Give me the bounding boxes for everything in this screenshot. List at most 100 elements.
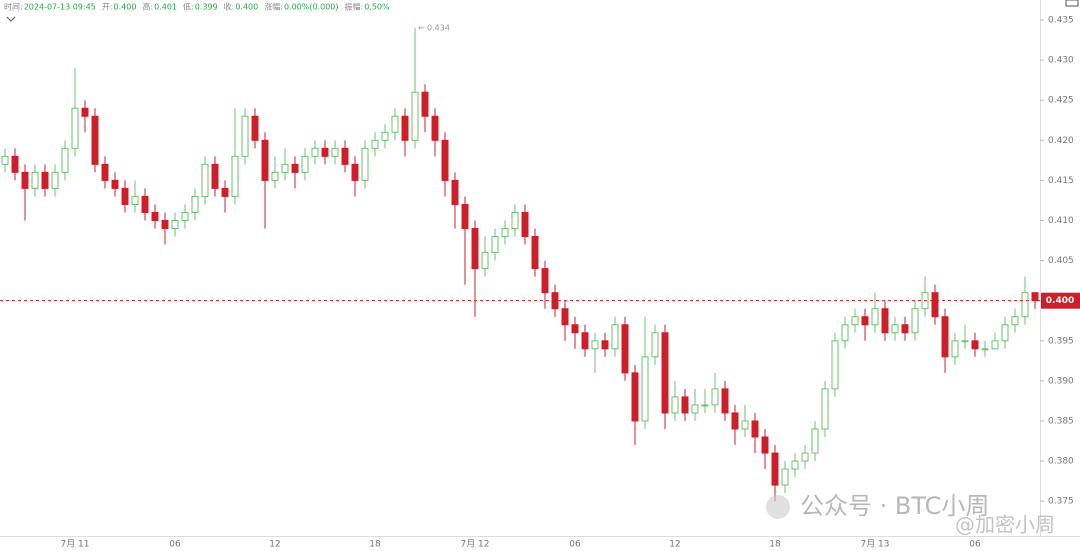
candle-body	[881, 308, 889, 334]
header-label: 高:	[142, 2, 153, 12]
candle-body	[601, 340, 609, 350]
candle-body	[51, 171, 59, 189]
candle-body	[791, 460, 799, 470]
candle-body	[721, 388, 729, 414]
candle-body	[201, 163, 209, 197]
y-tick-label: 0.410	[1048, 216, 1074, 226]
y-tick-label: 0.390	[1048, 376, 1074, 386]
candle-body	[431, 115, 439, 141]
candle-body	[751, 420, 759, 438]
candle-body	[1011, 316, 1019, 326]
candle-body	[451, 179, 459, 205]
candle-body	[391, 115, 399, 133]
candle-body	[231, 155, 239, 197]
candle-body	[11, 155, 19, 173]
candle-body	[641, 356, 649, 422]
collapse-icon[interactable]	[6, 16, 16, 22]
candle-body	[711, 388, 719, 406]
candle-body	[651, 332, 659, 358]
candle-body	[321, 147, 329, 157]
candle-body	[41, 171, 49, 189]
header-value: 0.50%	[364, 3, 390, 12]
header-value: 0.400	[235, 3, 258, 12]
candle-body	[251, 115, 259, 141]
x-tick-label: 12	[669, 540, 680, 550]
x-tick-label: 18	[769, 540, 781, 550]
candle-body	[1001, 324, 1009, 342]
candle-body	[841, 324, 849, 342]
candle-body	[1, 155, 9, 165]
candle-body	[501, 228, 509, 238]
candle-body	[271, 171, 279, 181]
corner-icon[interactable]	[1065, 0, 1079, 7]
candle-body	[691, 404, 699, 414]
y-tick-label: 0.430	[1048, 56, 1074, 66]
x-tick-label: 06	[169, 540, 181, 550]
candle-body	[961, 340, 969, 343]
candle-body	[131, 195, 139, 205]
y-tick-label: 0.420	[1048, 136, 1074, 146]
candle-body	[341, 147, 349, 165]
candle-body	[481, 252, 489, 270]
candle-body	[461, 203, 469, 230]
y-tick-label: 0.380	[1048, 457, 1074, 467]
high-marker-arrow: ←	[418, 24, 425, 33]
candle-body	[371, 139, 379, 149]
candle-body	[91, 115, 99, 165]
candle-body	[241, 115, 249, 157]
header: 时间: 2024-07-13 09:45 开: 0.400 高: 0.401 低: 0.399…	[4, 2, 390, 12]
candle-body	[141, 195, 149, 213]
candle-body	[981, 348, 989, 351]
candle-body	[771, 452, 779, 486]
header-value: 2024-07-13 09:45	[24, 3, 96, 12]
candle-body	[261, 139, 269, 181]
candle-body	[811, 428, 819, 454]
candle-body	[151, 211, 159, 221]
candle-body	[361, 147, 369, 181]
candle-body	[311, 147, 319, 157]
candle-body	[381, 131, 389, 141]
candle-body	[781, 468, 789, 486]
header-label: 低:	[183, 2, 194, 12]
last-price-box	[1041, 292, 1080, 309]
candle-body	[181, 211, 189, 221]
candle-body	[541, 268, 549, 294]
candle-body	[401, 115, 409, 141]
y-tick-label: 0.435	[1048, 16, 1074, 26]
candle-body	[831, 340, 839, 390]
candle-body	[81, 107, 89, 117]
header-label: 涨幅:	[264, 2, 283, 12]
candle-body	[571, 324, 579, 334]
header-value: 0.400	[114, 3, 137, 12]
candle-body	[221, 187, 229, 197]
candle-body	[861, 316, 869, 326]
candle-body	[681, 396, 689, 414]
candle-body	[471, 228, 479, 270]
candle-body	[301, 155, 309, 173]
x-tick-label: 7月 12	[460, 539, 489, 550]
y-tick-label: 0.375	[1048, 497, 1074, 507]
x-tick-label: 06	[569, 540, 581, 550]
candle-body	[591, 340, 599, 350]
candle-body	[21, 171, 29, 189]
candle-body	[761, 436, 769, 454]
candle-body	[331, 147, 339, 157]
candle-body	[521, 211, 529, 238]
header-value: 0.401	[154, 3, 177, 12]
candle-body	[931, 292, 939, 318]
candle-body	[211, 163, 219, 189]
candle-body	[421, 91, 429, 117]
candle-body	[731, 412, 739, 430]
candle-body	[611, 324, 619, 350]
candle-body	[871, 308, 879, 326]
candle-body	[661, 332, 669, 414]
x-tick-label: 7月 13	[860, 539, 889, 550]
candle-body	[971, 340, 979, 350]
candle-body	[161, 219, 169, 230]
candle-body	[901, 324, 909, 334]
header-label: 收:	[224, 2, 235, 12]
candle-body	[71, 107, 79, 149]
watermark-text: @加密小周	[955, 513, 1055, 537]
